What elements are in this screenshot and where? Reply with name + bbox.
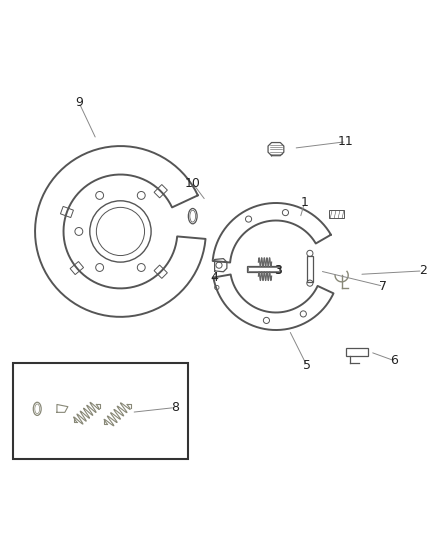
Bar xyxy=(346,349,368,356)
Text: 4: 4 xyxy=(211,271,219,284)
Text: 2: 2 xyxy=(419,264,427,277)
Bar xyxy=(154,184,167,198)
Text: 1: 1 xyxy=(300,197,308,209)
Text: 11: 11 xyxy=(338,135,354,148)
Text: 9: 9 xyxy=(75,96,83,109)
Bar xyxy=(328,211,344,219)
Bar xyxy=(13,363,188,459)
Bar xyxy=(70,262,84,274)
Text: 7: 7 xyxy=(379,280,387,293)
Text: 10: 10 xyxy=(185,177,201,190)
Text: 6: 6 xyxy=(390,354,398,367)
Bar xyxy=(247,265,280,272)
Bar xyxy=(248,266,279,271)
Bar xyxy=(307,255,313,282)
Text: 8: 8 xyxy=(171,401,179,414)
Text: 3: 3 xyxy=(274,264,282,277)
Bar xyxy=(60,206,74,217)
Text: 5: 5 xyxy=(303,359,311,372)
Bar xyxy=(154,265,167,278)
